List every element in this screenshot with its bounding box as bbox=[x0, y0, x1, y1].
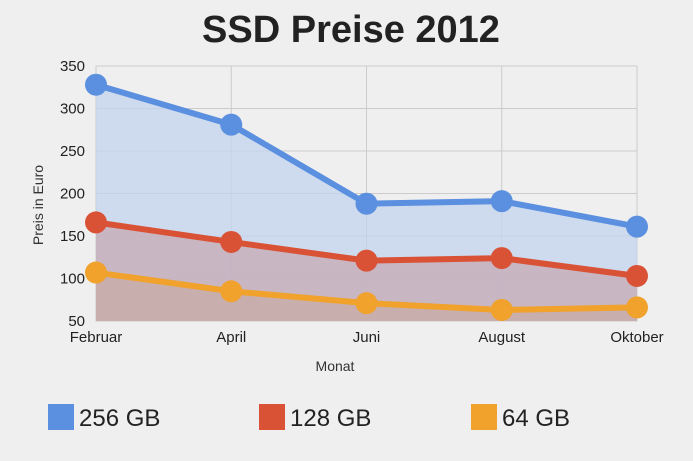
legend-swatch-128-gb bbox=[259, 404, 285, 430]
point-128-gb bbox=[355, 249, 378, 272]
point-64-gb bbox=[85, 261, 107, 284]
y-axis-label: Preis in Euro bbox=[30, 165, 46, 245]
point-128-gb bbox=[220, 230, 243, 253]
x-axis-ticks: Februar April Juni August Oktober bbox=[70, 329, 664, 346]
point-64-gb bbox=[220, 280, 243, 303]
point-128-gb bbox=[626, 264, 648, 287]
point-256-gb bbox=[220, 113, 243, 136]
point-128-gb bbox=[85, 211, 107, 234]
point-64-gb bbox=[490, 298, 513, 321]
legend-swatch-64-gb bbox=[471, 404, 497, 430]
y-tick-label: 200 bbox=[60, 186, 85, 203]
x-tick-label: April bbox=[216, 329, 246, 346]
point-64-gb bbox=[626, 296, 648, 319]
point-256-gb bbox=[490, 190, 513, 213]
x-tick-label: Februar bbox=[70, 329, 123, 346]
y-tick-label: 350 bbox=[60, 58, 85, 75]
y-tick-label: 100 bbox=[60, 271, 85, 288]
legend-label-64-gb: 64 GB bbox=[502, 405, 570, 432]
point-256-gb bbox=[85, 73, 107, 96]
legend: 256 GB 128 GB 64 GB bbox=[48, 404, 570, 432]
x-tick-label: Juni bbox=[353, 329, 381, 346]
y-tick-label: 150 bbox=[60, 228, 85, 245]
point-256-gb bbox=[355, 192, 378, 215]
series-points bbox=[85, 73, 648, 321]
x-tick-label: August bbox=[478, 329, 526, 346]
point-256-gb bbox=[626, 215, 648, 238]
area-64-gb bbox=[96, 272, 637, 321]
y-tick-label: 250 bbox=[60, 143, 85, 160]
point-64-gb bbox=[355, 292, 378, 315]
x-tick-label: Oktober bbox=[610, 329, 663, 346]
legend-label-256-gb: 256 GB bbox=[79, 405, 160, 432]
legend-label-128-gb: 128 GB bbox=[290, 405, 371, 432]
y-axis-ticks: 50 100 150 200 250 300 350 bbox=[60, 58, 85, 330]
y-tick-label: 50 bbox=[68, 313, 85, 330]
point-128-gb bbox=[490, 247, 513, 270]
legend-swatch-256-gb bbox=[48, 404, 74, 430]
chart-title: SSD Preise 2012 bbox=[202, 9, 500, 51]
x-axis-label: Monat bbox=[316, 358, 355, 374]
y-tick-label: 300 bbox=[60, 101, 85, 118]
